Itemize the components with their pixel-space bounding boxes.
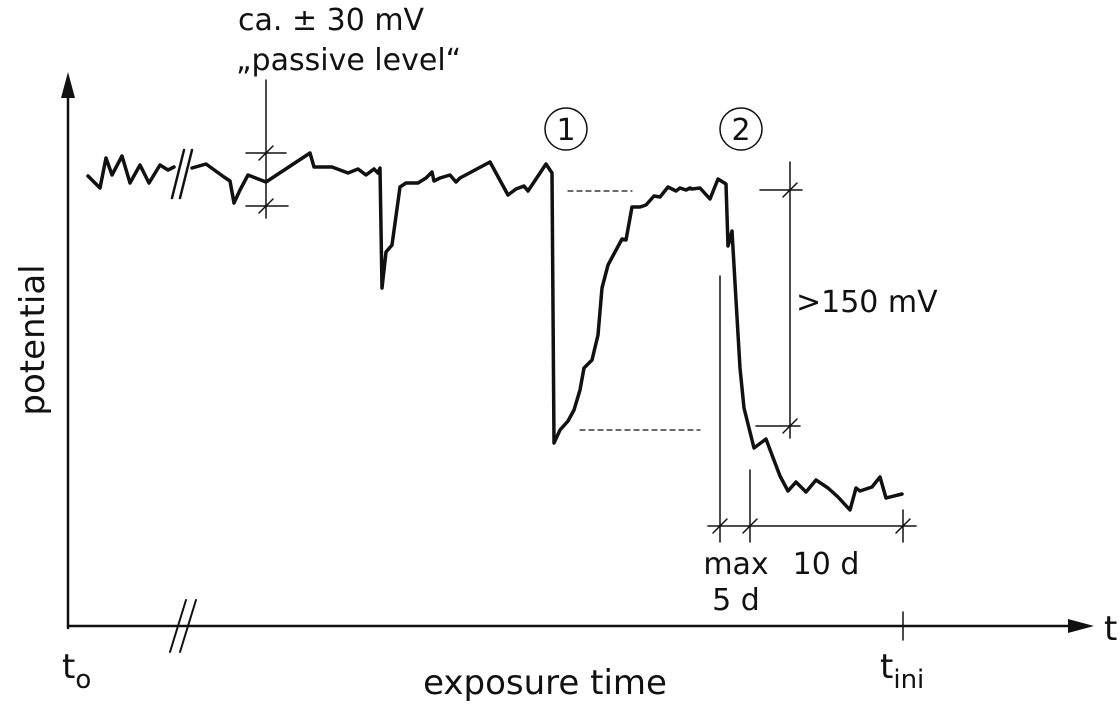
x-axis-arrowhead [1068, 619, 1094, 633]
marker-2-label: 2 [731, 113, 750, 148]
drop-dimension-upper-tick [782, 182, 798, 198]
curve-break-2 [178, 148, 194, 200]
drop-dimension-lower-tick [782, 418, 798, 434]
t-ini-label-base: t [880, 647, 893, 687]
passive-level-label: „passive level“ [236, 43, 461, 78]
origin-label: to [62, 647, 91, 695]
time-dimension-tick-mid [742, 518, 758, 534]
max-label: max [703, 547, 768, 582]
x-axis-break-1 [169, 599, 187, 653]
y-axis-label: potential [13, 264, 53, 415]
marker-1-label: 1 [556, 113, 575, 148]
x-axis-end-symbol: t [1104, 609, 1117, 649]
ten-days-label: 10 d [793, 547, 860, 582]
max-days-label: 5 d [712, 583, 760, 618]
y-axis-arrowhead [61, 72, 75, 98]
potential-curve-segment-2 [190, 151, 904, 512]
passive-range-upper-tick [258, 145, 274, 161]
x-axis-label: exposure time [423, 663, 667, 703]
time-dimension-tick-right [895, 518, 911, 534]
marker-1-circle [544, 107, 588, 151]
t-ini-label: tini [880, 647, 924, 695]
marker-2-circle [719, 107, 763, 151]
origin-label-sub: o [75, 665, 91, 695]
drop-label: >150 mV [796, 285, 938, 320]
origin-label-base: t [62, 647, 75, 687]
passive-range-lower-tick [258, 198, 274, 214]
t-ini-label-sub: ini [893, 665, 924, 695]
potential-curve-segment-1 [86, 154, 176, 190]
x-axis-break-2 [179, 599, 197, 653]
passive-range-label: ca. ± 30 mV [238, 3, 425, 38]
time-dimension-tick-left [712, 518, 728, 534]
curve-break-1 [170, 148, 186, 200]
